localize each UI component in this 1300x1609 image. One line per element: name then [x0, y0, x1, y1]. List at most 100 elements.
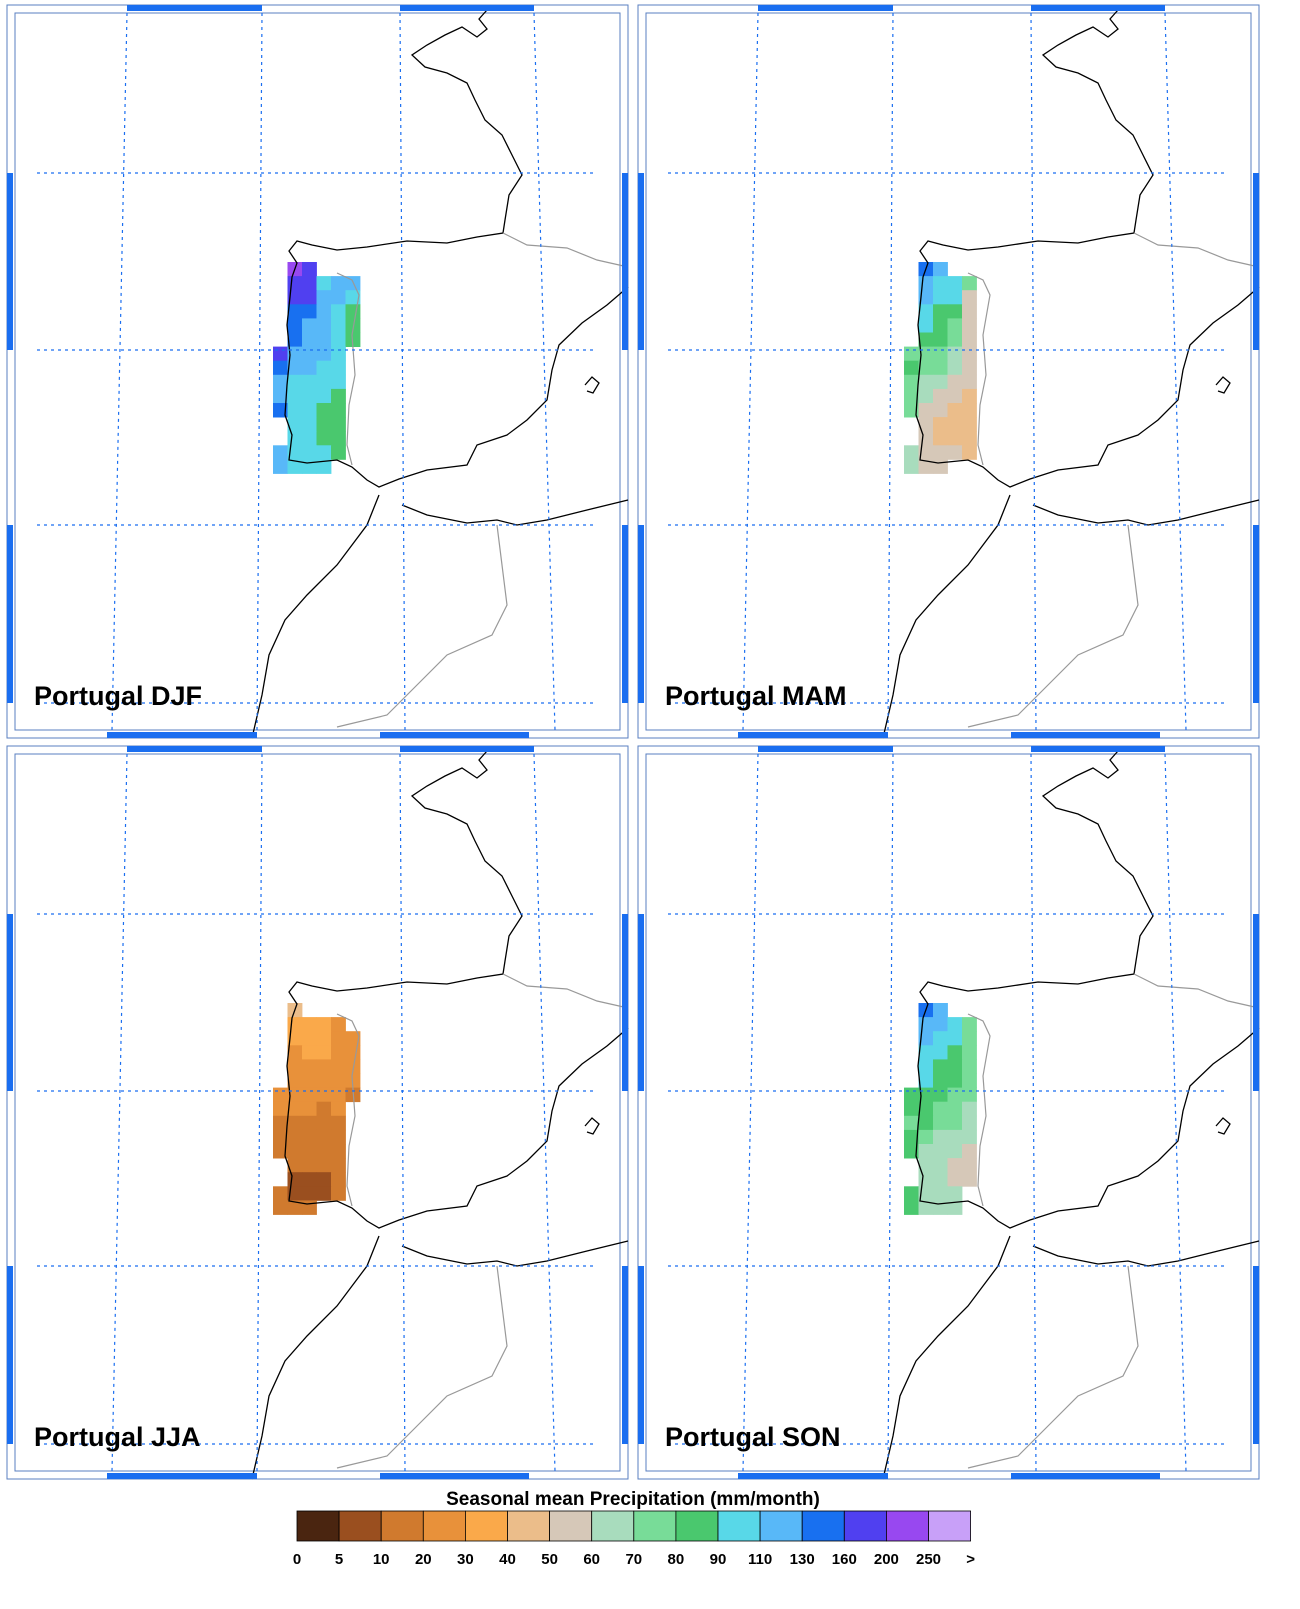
grid-cell — [316, 1045, 332, 1060]
grid-cell — [962, 276, 977, 291]
grid-cell — [302, 403, 317, 418]
grid-cell — [273, 1129, 288, 1145]
grid-cell — [918, 1115, 934, 1131]
grid-cell — [345, 304, 361, 319]
colorbar-label: 50 — [541, 1551, 558, 1568]
graticule — [1030, 12, 1037, 731]
grid-cell — [302, 346, 317, 362]
grid-cell — [331, 431, 346, 446]
colorbar-label: 10 — [373, 1551, 390, 1568]
grid-cell — [331, 403, 346, 418]
graticule — [256, 753, 263, 1472]
grid-cell — [947, 290, 963, 305]
grid-cell — [962, 1045, 977, 1060]
grid-cell — [331, 445, 346, 460]
grid-cell — [331, 374, 346, 390]
panel-title: Portugal DJF — [34, 681, 202, 711]
grid-cell — [273, 459, 288, 474]
grid-cell — [287, 403, 303, 418]
grid-cell — [947, 1101, 963, 1117]
colorbar-swatch — [380, 1510, 424, 1542]
grid-cell — [947, 445, 963, 460]
grid-cell — [273, 374, 288, 390]
grid-cell — [316, 1087, 332, 1103]
grid-cell — [918, 1031, 934, 1046]
graticule — [399, 753, 406, 1472]
grid-cell — [331, 304, 346, 319]
grid-cell — [962, 1101, 977, 1117]
grid-cell — [331, 1045, 346, 1060]
colorbar-label: 20 — [415, 1551, 432, 1568]
grid-cell — [918, 445, 934, 460]
graticule — [887, 12, 894, 731]
colorbar-label: 250 — [916, 1551, 941, 1568]
grid-cell — [962, 431, 977, 446]
grid-cell — [918, 276, 934, 291]
panel-title: Portugal MAM — [665, 681, 847, 711]
grid-cell — [933, 1073, 948, 1088]
colorbar-swatch — [633, 1510, 677, 1542]
colorbar-label: 0 — [293, 1551, 301, 1568]
grid-cell — [331, 1129, 346, 1145]
graticule — [742, 753, 759, 1472]
grid-cell — [273, 1101, 288, 1117]
grid-cell — [947, 388, 963, 404]
grid-cell — [316, 431, 332, 446]
grid-cell — [962, 374, 977, 390]
grid-cell — [345, 1045, 361, 1060]
grid-cell — [947, 1017, 963, 1032]
colorbar-swatch — [675, 1510, 719, 1542]
grid-cell — [316, 1017, 332, 1032]
grid-cell — [287, 1115, 303, 1131]
grid-cell — [918, 459, 934, 474]
grid-cell — [331, 1031, 346, 1046]
grid-cell — [933, 445, 948, 460]
grid-cell — [287, 318, 303, 333]
grid-cell — [302, 431, 317, 446]
grid-cell — [302, 1115, 317, 1131]
colorbar-swatch — [338, 1510, 382, 1542]
panel-inner-frame — [645, 753, 1252, 1472]
grid-cell — [933, 1172, 948, 1187]
grid-cell — [316, 417, 332, 432]
grid-cell — [933, 1059, 948, 1074]
grid-cell — [287, 1073, 303, 1088]
grid-cell — [316, 388, 332, 404]
grid-cell — [302, 1200, 317, 1215]
grid-cell — [962, 318, 977, 333]
grid-cell — [947, 346, 963, 362]
grid-cell — [287, 1017, 303, 1032]
grid-cell — [273, 346, 288, 362]
grid-cell — [316, 403, 332, 418]
grid-cell — [287, 304, 303, 319]
grid-cell — [345, 1031, 361, 1046]
graticule — [742, 12, 759, 731]
grid-cell — [933, 1144, 948, 1159]
grid-cell — [904, 346, 919, 362]
grid-cell — [904, 1101, 919, 1117]
grid-cell — [287, 1031, 303, 1046]
colorbar-swatch — [296, 1510, 340, 1542]
grid-cell — [947, 1186, 963, 1201]
grid-cell — [316, 290, 332, 305]
grid-cell — [962, 1129, 977, 1145]
grid-cell — [962, 445, 977, 460]
grid-cell — [933, 360, 948, 376]
grid-cell — [316, 1186, 332, 1201]
grid-cell — [933, 304, 948, 319]
map-panel: Portugal DJF — [6, 4, 629, 739]
grid-cell — [904, 374, 919, 390]
colorbar-label: 5 — [335, 1551, 343, 1568]
grid-cell — [962, 1115, 977, 1131]
grid-cell — [331, 1186, 346, 1201]
grid-cell — [302, 459, 317, 474]
graticule — [533, 12, 556, 731]
grid-cell — [918, 403, 934, 418]
grid-cell — [287, 388, 303, 404]
grid-cell — [947, 1200, 963, 1215]
map-panel: Portugal JJA — [6, 745, 629, 1480]
grid-cell — [962, 1158, 977, 1173]
grid-cell — [918, 1017, 934, 1032]
